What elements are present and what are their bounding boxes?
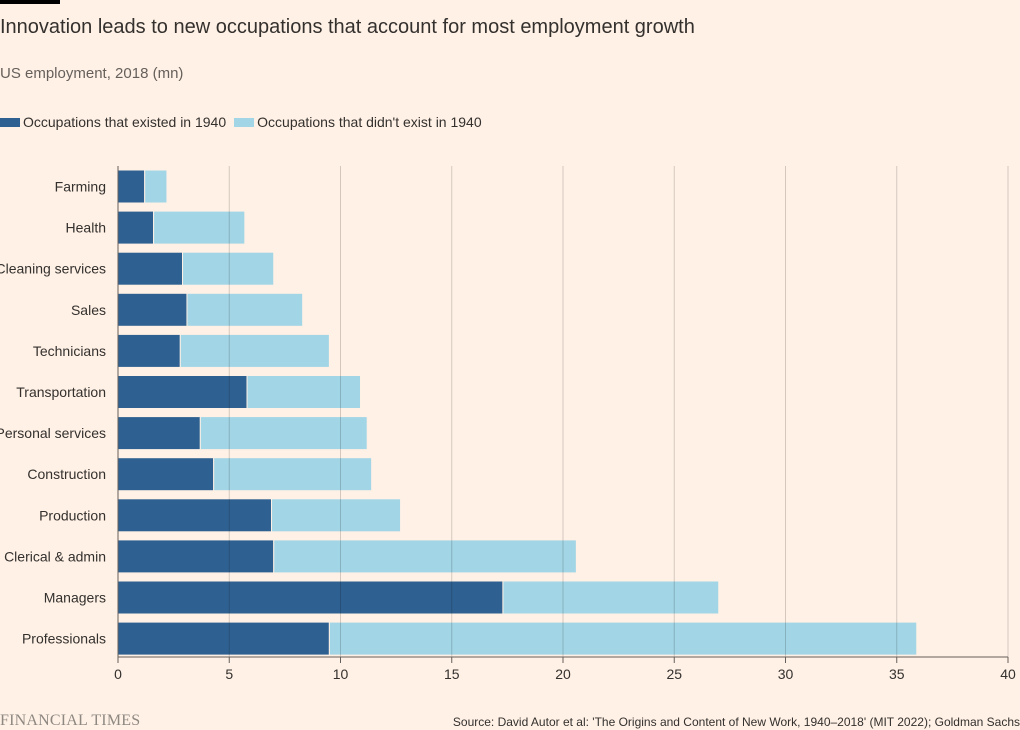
- bar-new-cleaning-services: [182, 251, 275, 286]
- bar-new-personal-services: [199, 416, 368, 451]
- category-label: Professionals: [22, 631, 106, 647]
- category-label: Health: [66, 220, 106, 236]
- legend: Occupations that existed in 1940 Occupat…: [0, 114, 490, 130]
- bar-new-transportation: [246, 375, 362, 409]
- bar-existed-personal-services: [117, 416, 201, 451]
- category-label: Transportation: [16, 384, 106, 400]
- category-label: Construction: [27, 466, 106, 482]
- bar-new-professionals: [328, 621, 918, 656]
- x-tick-label: 35: [889, 666, 905, 682]
- bar-existed-health: [117, 210, 155, 245]
- bar-existed-transportation: [117, 375, 248, 409]
- bar-existed-cleaning-services: [117, 251, 184, 286]
- category-label: Farming: [55, 179, 106, 195]
- chart-title: Innovation leads to new occupations that…: [0, 16, 695, 38]
- legend-item-existed: Occupations that existed in 1940: [0, 114, 226, 130]
- bar-existed-professionals: [117, 621, 330, 656]
- x-tick-label: 20: [555, 666, 571, 682]
- category-label: Clerical & admin: [4, 548, 106, 564]
- category-label: Production: [39, 507, 106, 523]
- bar-existed-managers: [117, 580, 504, 615]
- category-label: Technicians: [33, 343, 106, 359]
- bar-existed-sales: [117, 292, 188, 327]
- category-label: Sales: [71, 302, 106, 318]
- legend-label-existed: Occupations that existed in 1940: [23, 114, 227, 130]
- category-label: Managers: [44, 590, 106, 606]
- x-tick-label: 5: [225, 666, 233, 682]
- stacked-bar-chart: Farming Health Cleaning services Sales Techn…: [0, 166, 1016, 682]
- x-tick-label: 30: [778, 666, 794, 682]
- bar-existed-farming: [117, 169, 146, 204]
- bar-new-sales: [186, 292, 304, 327]
- legend-swatch-new: [234, 117, 255, 127]
- x-tick-label: 25: [666, 666, 682, 682]
- x-tick-label: 40: [1000, 666, 1016, 682]
- chart-subtitle: US employment, 2018 (mn): [0, 65, 184, 82]
- bar-existed-construction: [117, 457, 215, 492]
- category-label: Personal services: [0, 425, 106, 441]
- source-note: Source: David Autor et al: 'The Origins …: [452, 715, 1020, 729]
- x-tick-label: 15: [444, 666, 460, 682]
- bar-new-clerical-admin: [273, 539, 577, 574]
- bar-new-health: [153, 210, 246, 245]
- legend-label-new: Occupations that didn't exist in 1940: [257, 114, 482, 130]
- ft-logo: FINANCIAL TIMES: [0, 712, 141, 729]
- bar-new-farming: [144, 169, 168, 204]
- top-rule: [0, 0, 60, 4]
- x-tick-label: 10: [333, 666, 349, 682]
- x-tick-label: 0: [114, 666, 122, 682]
- bar-new-managers: [502, 580, 720, 615]
- legend-swatch-existed: [0, 117, 20, 127]
- legend-item-new: Occupations that didn't exist in 1940: [234, 114, 482, 130]
- category-label: Cleaning services: [0, 261, 106, 277]
- bar-new-construction: [213, 457, 373, 492]
- bar-new-technicians: [179, 333, 330, 368]
- bar-existed-technicians: [117, 333, 181, 368]
- bar-existed-clerical-admin: [117, 539, 275, 574]
- bar-existed-production: [117, 498, 273, 533]
- bar-new-production: [271, 498, 402, 533]
